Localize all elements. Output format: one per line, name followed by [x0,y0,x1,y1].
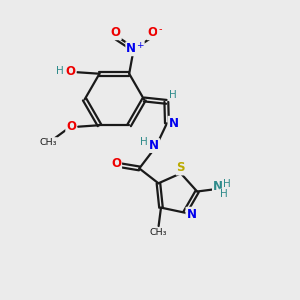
Text: H: H [169,90,177,100]
Text: O: O [147,26,158,39]
Text: H: H [223,179,231,189]
Text: S: S [176,161,185,175]
Text: N: N [213,180,223,193]
Text: H: H [140,137,148,147]
Text: O: O [111,26,121,39]
Text: N: N [149,139,159,152]
Text: O: O [66,65,76,78]
Text: O: O [66,120,76,133]
Text: N: N [126,42,136,55]
Text: N: N [169,117,178,130]
Text: N: N [187,208,196,221]
Text: -: - [158,24,162,34]
Text: CH₃: CH₃ [150,228,167,237]
Text: +: + [136,41,144,50]
Text: H: H [56,66,64,76]
Text: H: H [220,190,228,200]
Text: O: O [111,157,121,170]
Text: CH₃: CH₃ [40,138,57,147]
